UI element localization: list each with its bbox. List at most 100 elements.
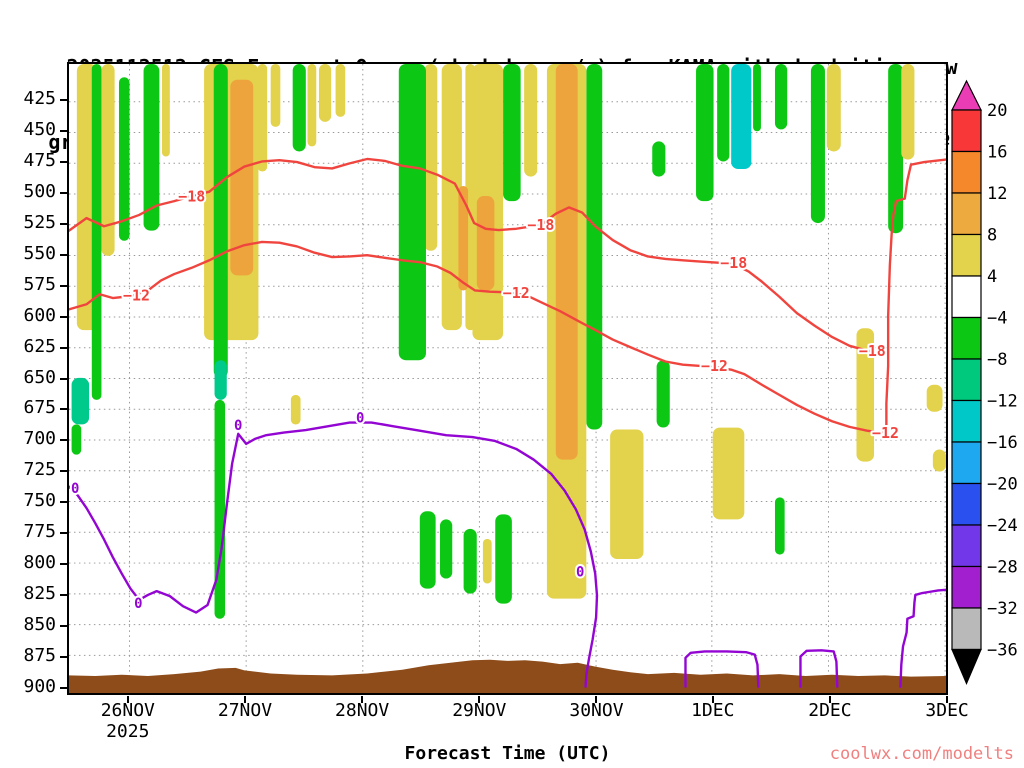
x-tick-mark — [243, 696, 246, 703]
colorbar-tick-label: 20 — [987, 101, 1007, 121]
colorbar-segment — [951, 565, 982, 609]
colorbar-tick-label: 16 — [987, 142, 1007, 162]
dendritic-growth-contour-label: −18 — [178, 187, 205, 205]
x-tick-mark — [361, 696, 364, 703]
colorbar-tick-label: 8 — [987, 225, 997, 245]
colorbar-segment — [951, 150, 982, 194]
x-tick-mark — [478, 696, 481, 703]
dendritic-growth-contour: −18 −18 −18 −18 −12 −12 −12 −12 — [69, 157, 946, 444]
x-tick-label: 3DEC — [925, 700, 969, 721]
y-tick-mark — [60, 408, 67, 411]
colorbar-tick-label: −28 — [987, 557, 1018, 577]
y-tick-mark — [60, 346, 67, 349]
y-tick-label: 500 — [23, 180, 56, 202]
y-tick-label: 800 — [23, 552, 56, 574]
y-tick-label: 875 — [23, 645, 56, 667]
freezing-level-contour-label: 0 — [356, 410, 364, 426]
x-tick-label: 28NOV — [335, 700, 390, 721]
freezing-level-contour-label: 0 — [134, 596, 142, 612]
y-tick-mark — [60, 377, 67, 380]
y-tick-label: 725 — [23, 459, 56, 481]
colorbar-tick-label: 4 — [987, 267, 997, 287]
colorbar-segment — [951, 192, 982, 236]
colorbar-segment — [951, 358, 982, 402]
watermark-link[interactable]: coolwx.com/modelts — [829, 744, 1014, 764]
y-tick-mark — [60, 439, 67, 442]
dendritic-growth-contour-label: −12 — [872, 424, 899, 442]
terrain — [69, 659, 946, 693]
y-tick-mark — [60, 129, 67, 132]
y-tick-label: 825 — [23, 583, 56, 605]
y-tick-label: 575 — [23, 273, 56, 295]
colorbar-tick-label: −12 — [987, 391, 1018, 411]
y-tick-mark — [60, 470, 67, 473]
colorbar-tick-label: 12 — [987, 184, 1007, 204]
y-tick-mark — [60, 222, 67, 225]
y-tick-label: 750 — [23, 490, 56, 512]
colorbar-segment — [951, 109, 982, 153]
colorbar-tick-label: −4 — [987, 308, 1007, 328]
x-tick-mark — [595, 696, 598, 703]
y-tick-label: 450 — [23, 118, 56, 140]
colorbar-segment — [951, 316, 982, 360]
y-tick-mark — [60, 501, 67, 504]
colorbar-segment — [951, 524, 982, 568]
colorbar-segment — [951, 399, 982, 443]
freezing-level-contour: 0 0 0 0 0 — [69, 408, 946, 688]
colorbar-segment — [951, 607, 982, 651]
plot-area: −18 −18 −18 −18 −12 −12 −12 −12 0 0 0 0 0 — [67, 62, 948, 695]
colorbar-under-arrow — [951, 648, 982, 686]
x-tick-label: 26NOV — [100, 700, 155, 721]
y-tick-label: 650 — [23, 366, 56, 388]
x-tick-label: 1DEC — [691, 700, 735, 721]
dendritic-growth-contour-label: −18 — [720, 254, 747, 272]
colorbar-segment — [951, 441, 982, 485]
dendritic-growth-contour-label: −12 — [701, 357, 728, 375]
y-tick-mark — [60, 315, 67, 318]
y-tick-mark — [60, 191, 67, 194]
y-tick-label: 675 — [23, 397, 56, 419]
freezing-level-contour-label: 0 — [71, 481, 79, 497]
freezing-level-contour-label: 0 — [234, 418, 242, 434]
y-tick-label: 425 — [23, 87, 56, 109]
y-tick-mark — [60, 594, 67, 597]
colorbar-tick-label: −8 — [987, 350, 1007, 370]
y-tick-mark — [60, 625, 67, 628]
colorbar-tick-label: −36 — [987, 640, 1018, 660]
y-tick-mark — [60, 656, 67, 659]
y-tick-mark — [60, 160, 67, 163]
y-tick-label: 525 — [23, 211, 56, 233]
x-tick-mark — [126, 696, 129, 703]
y-tick-mark — [60, 532, 67, 535]
y-tick-label: 700 — [23, 428, 56, 450]
colorbar-legend: 20 16 12 8 4 −4 −8 −12 −16 −20 −24 −28 −32 −36 — [951, 79, 1018, 686]
y-tick-mark — [60, 98, 67, 101]
x-tick-label: 30NOV — [569, 700, 624, 721]
colorbar-tick-label: −32 — [987, 599, 1018, 619]
colorbar-segment — [951, 275, 982, 319]
y-tick-label: 850 — [23, 614, 56, 636]
x-tick-label: 29NOV — [452, 700, 507, 721]
x-tick-label: 27NOV — [217, 700, 273, 721]
colorbar-segment — [951, 233, 982, 277]
dendritic-growth-contour-label: −12 — [123, 287, 150, 305]
freezing-level-contour-label: 0 — [576, 564, 584, 580]
dendritic-growth-contour-label: −18 — [527, 216, 554, 234]
x-tick-label: 2DEC — [808, 700, 852, 721]
colorbar-tick-label: −16 — [987, 433, 1018, 453]
omega-cross-section: −18 −18 −18 −18 −12 −12 −12 −12 0 0 0 0 0 — [69, 64, 946, 693]
colorbar-tick-label: −20 — [987, 474, 1018, 494]
y-tick-mark — [60, 284, 67, 287]
x-tick-mark — [946, 696, 949, 703]
y-tick-label: 775 — [23, 521, 56, 543]
y-tick-mark — [60, 687, 67, 690]
y-tick-mark — [60, 253, 67, 256]
colorbar-tick-label: −24 — [987, 516, 1018, 536]
colorbar-over-arrow — [951, 79, 982, 111]
colorbar-segment — [951, 482, 982, 526]
x-tick-mark — [828, 696, 831, 703]
y-tick-label: 600 — [23, 304, 56, 326]
x-axis-title: Forecast Time (UTC) — [404, 743, 611, 764]
dendritic-growth-contour-label: −18 — [859, 342, 886, 360]
